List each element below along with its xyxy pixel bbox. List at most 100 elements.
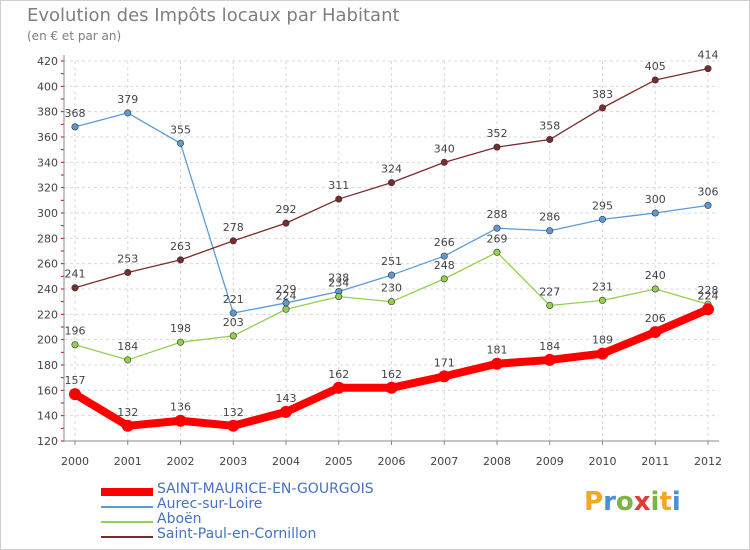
data-point: [546, 227, 554, 235]
data-label: 263: [170, 240, 191, 253]
chart-subtitle: (en € et par an): [27, 29, 122, 43]
proxiti-logo: Proxiti: [584, 487, 681, 517]
legend-label: Saint-Paul-en-Cornillon: [157, 526, 317, 542]
x-tick-label: 2008: [483, 455, 511, 468]
logo-letter: P: [584, 487, 604, 517]
data-label: 340: [434, 142, 455, 155]
x-tick-label: 2002: [167, 455, 195, 468]
data-label: 306: [698, 185, 719, 198]
data-label: 311: [328, 179, 349, 192]
data-label: 231: [592, 280, 613, 293]
data-point: [704, 201, 712, 209]
data-point: [704, 65, 712, 73]
legend-label: Aboën: [157, 511, 202, 527]
data-point: [71, 284, 79, 292]
data-point: [387, 271, 395, 279]
data-point: [598, 296, 606, 304]
data-point: [282, 219, 290, 227]
data-point: [493, 248, 501, 256]
x-tick-label: 2006: [378, 455, 406, 468]
data-label: 136: [170, 401, 191, 414]
data-label: 238: [328, 272, 349, 285]
data-label: 295: [592, 199, 613, 212]
legend-swatch: [101, 506, 153, 508]
legend-label: SAINT-MAURICE-EN-GOURGOIS: [157, 481, 374, 497]
data-label: 132: [117, 406, 138, 419]
y-tick-label: 340: [37, 156, 58, 169]
data-point: [229, 332, 237, 340]
x-tick-label: 2007: [430, 455, 458, 468]
logo-letter: r: [603, 487, 616, 517]
x-tick-label: 2004: [272, 455, 300, 468]
data-point: [440, 158, 448, 166]
y-tick-label: 200: [37, 334, 58, 347]
x-tick-label: 2000: [61, 455, 89, 468]
legend-item: SAINT-MAURICE-EN-GOURGOIS: [101, 481, 431, 499]
data-label: 189: [592, 334, 613, 347]
data-label: 198: [170, 322, 191, 335]
data-label: 269: [487, 232, 508, 245]
y-tick-label: 240: [37, 283, 58, 296]
chart-title: Evolution des Impôts locaux par Habitant: [27, 5, 400, 26]
data-point: [440, 275, 448, 283]
data-label: 229: [276, 283, 297, 296]
data-label: 358: [539, 120, 560, 133]
x-tick-label: 2010: [589, 455, 617, 468]
y-tick-label: 180: [37, 359, 58, 372]
logo-letter: i: [671, 487, 681, 517]
data-label: 300: [645, 193, 666, 206]
y-tick-label: 120: [37, 435, 58, 448]
data-point: [546, 136, 554, 144]
data-point: [177, 256, 185, 264]
data-point: [227, 419, 240, 432]
data-point: [491, 357, 503, 370]
data-point: [493, 143, 501, 151]
data-label: 266: [434, 236, 455, 249]
y-tick-label: 320: [37, 182, 58, 195]
data-label: 171: [434, 356, 455, 369]
data-point: [387, 179, 395, 187]
data-point: [229, 309, 237, 317]
data-point: [649, 326, 662, 339]
data-point: [385, 381, 398, 394]
data-label: 162: [381, 368, 402, 381]
data-label: 288: [487, 208, 508, 221]
legend-item: Aboën: [101, 511, 431, 529]
logo-letter: x: [633, 487, 651, 517]
data-point: [229, 237, 237, 245]
data-label: 221: [223, 293, 244, 306]
data-label: 203: [223, 316, 244, 329]
data-label: 383: [592, 88, 613, 101]
data-point: [598, 104, 606, 112]
y-tick-label: 260: [37, 258, 58, 271]
legend-swatch: [101, 488, 153, 496]
data-point: [121, 419, 134, 432]
data-label: 324: [381, 163, 402, 176]
data-point: [440, 252, 448, 260]
y-tick-label: 300: [37, 207, 58, 220]
data-label: 224: [698, 289, 719, 302]
legend-swatch: [101, 536, 153, 538]
data-label: 240: [645, 269, 666, 282]
data-label: 184: [117, 340, 138, 353]
data-point: [651, 76, 659, 84]
data-label: 184: [539, 340, 560, 353]
data-point: [546, 301, 554, 309]
data-point: [335, 195, 343, 203]
data-label: 181: [487, 344, 508, 357]
data-label: 234: [328, 277, 349, 290]
data-label: 196: [65, 325, 86, 338]
data-point: [174, 414, 187, 427]
data-point: [387, 298, 395, 306]
logo-letter: i: [650, 487, 660, 517]
data-label: 143: [276, 392, 297, 405]
data-point: [280, 405, 292, 418]
data-label: 286: [539, 211, 560, 224]
data-label: 355: [170, 123, 191, 136]
data-label: 157: [65, 374, 86, 387]
data-point: [598, 215, 606, 223]
data-point: [332, 381, 345, 394]
data-label: 414: [698, 49, 719, 62]
